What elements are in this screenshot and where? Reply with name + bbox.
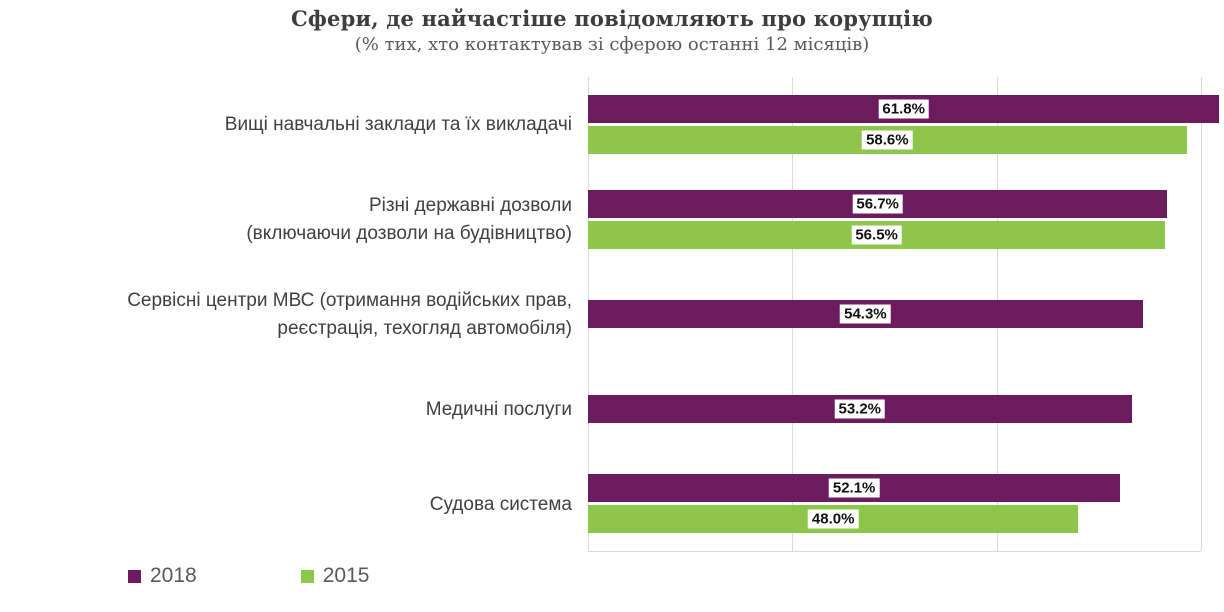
bar-2015: 58.6%	[588, 125, 1187, 154]
category-band: 53.2%	[588, 361, 1201, 456]
category-band: 56.7% 56.5%	[588, 172, 1201, 267]
category-label: Сервісні центри МВС (отримання водійськи…	[0, 267, 572, 362]
category-label-line: Медичні послуги	[425, 398, 572, 420]
category-label-line: реєстрація, техогляд автомобіля)	[277, 317, 572, 339]
bar-value-label: 56.5%	[851, 225, 902, 245]
bar-value-label: 54.3%	[840, 304, 891, 324]
category-label-line: (включаючи дозволи на будівництво)	[246, 222, 572, 244]
legend-item-2015: 2015	[300, 564, 370, 588]
plot-area: 61.8% 58.6% 56.7% 56.5% 54.3% 53.2% 52.1% 48.0%	[588, 77, 1220, 552]
legend-swatch	[128, 569, 141, 583]
bar-2015: 48.0%	[588, 505, 1079, 534]
bar-value-label: 48.0%	[807, 509, 859, 529]
category-label: Судова система	[0, 457, 572, 552]
category-label: Медичні послуги	[0, 362, 572, 457]
category-band: 52.1% 48.0%	[588, 456, 1201, 551]
bar-2018: 61.8%	[588, 94, 1220, 123]
bar-2018: 56.7%	[588, 189, 1168, 218]
category-labels-column: Вищі навчальні заклади та їх викладачі Рі…	[0, 77, 572, 552]
category-label-line: Вищі навчальні заклади та їх викладачі	[224, 113, 572, 135]
chart-title: Сфери, де найчастіше повідомляють про ко…	[291, 6, 933, 31]
category-label: Вищі навчальні заклади та їх викладачі	[0, 77, 572, 172]
bar-value-label: 52.1%	[828, 478, 880, 498]
bar-2015: 56.5%	[588, 220, 1166, 249]
bar-2018: 52.1%	[588, 474, 1121, 503]
category-label-line: Судова система	[429, 493, 572, 515]
legend-item-2018: 2018	[128, 564, 197, 588]
bar-value-label: 53.2%	[834, 399, 886, 419]
chart-header: Сфери, де найчастіше повідомляють про ко…	[0, 0, 1224, 55]
bar-chart: Вищі навчальні заклади та їх викладачі Рі…	[0, 77, 1224, 552]
bar-value-label: 58.6%	[862, 130, 913, 150]
gridline	[1201, 77, 1202, 551]
legend: 2018 2015	[128, 564, 1224, 588]
category-band: 61.8% 58.6%	[588, 77, 1220, 172]
chart-subtitle: (% тих, хто контактував зі сферою останн…	[354, 34, 870, 55]
category-band: 54.3%	[588, 267, 1201, 362]
bar-value-label: 56.7%	[852, 194, 903, 214]
bar-2018: 54.3%	[588, 299, 1143, 328]
category-label-line: Різні державні дозволи	[368, 194, 572, 216]
legend-label: 2015	[322, 564, 370, 587]
bar-value-label: 61.8%	[878, 99, 929, 119]
bar-2018: 53.2%	[588, 394, 1132, 423]
legend-label: 2018	[150, 564, 197, 587]
category-label: Різні державні дозволи (включаючи дозволи…	[0, 172, 572, 267]
legend-swatch	[300, 569, 314, 583]
category-label-line: Сервісні центри МВС (отримання водійськи…	[127, 289, 572, 311]
